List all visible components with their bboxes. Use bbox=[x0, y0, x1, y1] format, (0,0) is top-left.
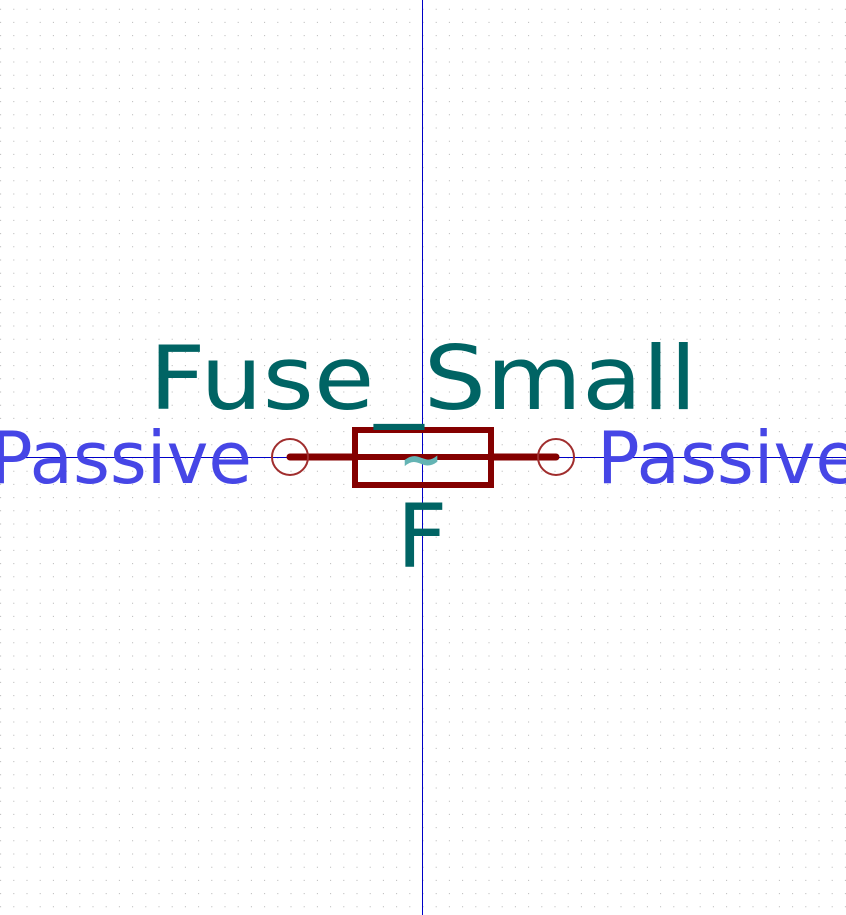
pin-right-end-circle[interactable] bbox=[537, 438, 575, 476]
reference-field-text[interactable]: F bbox=[397, 485, 448, 588]
pin-left-type-label: Passive bbox=[0, 416, 252, 500]
body-marker-tilde: ~ bbox=[399, 430, 443, 490]
value-field-text[interactable]: Fuse_Small bbox=[149, 327, 697, 430]
pin-left-end-circle[interactable] bbox=[271, 438, 309, 476]
pin-right-type-label: Passive bbox=[597, 416, 846, 500]
